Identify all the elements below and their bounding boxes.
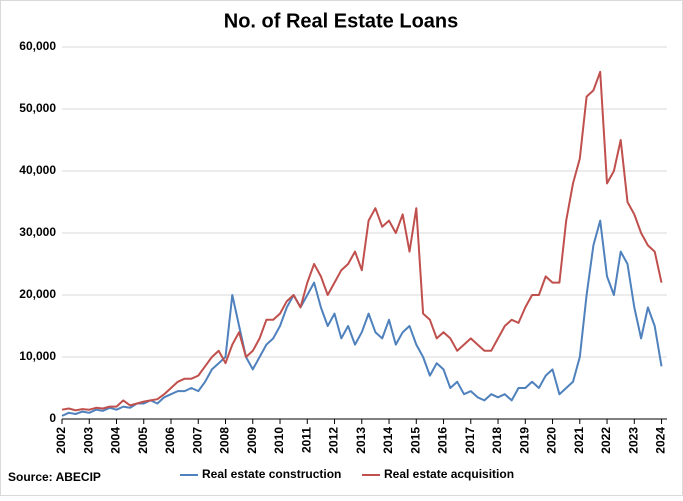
x-tick-label: 2018 — [490, 427, 504, 454]
x-tick-label: 2008 — [218, 427, 232, 454]
x-tick-label: 2021 — [572, 427, 586, 454]
x-tick-label: 2007 — [190, 427, 204, 454]
x-tick-label: 2002 — [54, 427, 68, 454]
x-tick-label: 2024 — [654, 427, 668, 454]
series-line — [61, 219, 663, 417]
y-tick-label: 0 — [49, 411, 56, 425]
y-tick-label: 30,000 — [19, 225, 56, 239]
x-tick-label: 2005 — [136, 427, 150, 454]
source: Source: ABECIP — [8, 470, 101, 484]
x-tick-label: 2009 — [245, 427, 259, 454]
y-tick-label: 50,000 — [19, 101, 56, 115]
legend-label: Real estate acquisition — [384, 467, 514, 481]
y-tick-label: 10,000 — [19, 349, 56, 363]
y-tick-label: 60,000 — [19, 39, 56, 53]
x-tick-label: 2006 — [163, 427, 177, 454]
x-tick-label: 2010 — [272, 427, 286, 454]
x-tick-label: 2015 — [408, 427, 422, 454]
x-tick-label: 2020 — [545, 427, 559, 454]
chart-title: No. of Real Estate Loans — [224, 10, 459, 32]
y-tick-label: 20,000 — [19, 287, 56, 301]
x-tick-label: 2017 — [463, 427, 477, 454]
x-tick-label: 2019 — [517, 427, 531, 454]
x-tick-label: 2011 — [299, 427, 313, 453]
x-tick-label: 2023 — [626, 427, 640, 454]
x-tick-label: 2012 — [327, 427, 341, 454]
y-tick-label: 40,000 — [19, 163, 56, 177]
x-tick-label: 2014 — [381, 427, 395, 454]
legend-label: Real estate construction — [202, 467, 341, 481]
x-tick-label: 2022 — [599, 427, 613, 454]
x-tick-label: 2004 — [109, 427, 123, 454]
x-tick-label: 2016 — [436, 427, 450, 454]
series-line — [61, 70, 663, 412]
x-tick-label: 2003 — [81, 427, 95, 454]
x-tick-label: 2013 — [354, 427, 368, 454]
